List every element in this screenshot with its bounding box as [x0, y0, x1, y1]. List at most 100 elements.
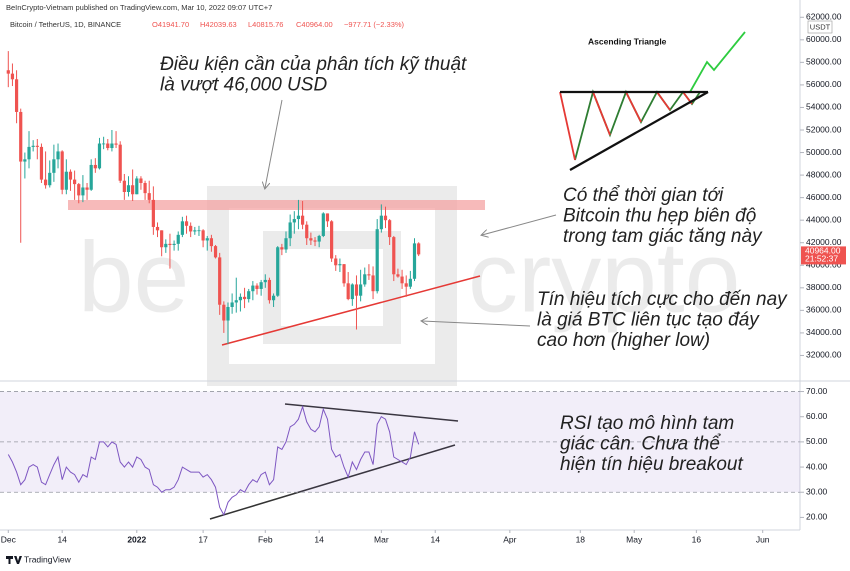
- candle-body: [334, 258, 338, 266]
- diagram-breakout: [689, 31, 746, 93]
- candle-body: [64, 171, 68, 190]
- candle-body: [160, 230, 164, 248]
- candle-body: [313, 240, 317, 242]
- ohlc-high: H42039.63: [200, 20, 237, 29]
- candle-body: [396, 274, 400, 277]
- y-tick-label: 52000.00: [806, 124, 842, 134]
- y-tick-label: 32000.00: [806, 350, 842, 360]
- candle-body: [189, 225, 193, 232]
- annotation: giác cân. Chưa thể: [560, 434, 721, 455]
- symbol: Bitcoin / TetherUS, 1D, BINANCE: [10, 20, 121, 29]
- candle-body: [230, 302, 234, 307]
- candle-body: [180, 221, 184, 235]
- candle-body: [367, 274, 371, 276]
- candle-body: [48, 172, 52, 186]
- y-tick-label: 30.00: [806, 486, 828, 496]
- y-tick-label: 36000.00: [806, 305, 842, 315]
- ohlc-low: L40815.76: [248, 20, 283, 29]
- candle-body: [14, 79, 19, 112]
- x-tick-label: 14: [430, 534, 440, 544]
- ohlc-close: C40964.00: [296, 20, 333, 29]
- y-tick-label: 20.00: [806, 512, 828, 522]
- candle-body: [408, 278, 412, 287]
- y-tick-label: 70.00: [806, 386, 828, 396]
- candle-body: [73, 179, 77, 185]
- candle-body: [276, 247, 280, 296]
- candle-body: [213, 246, 218, 258]
- x-tick-label: 16: [692, 534, 702, 544]
- candle-body: [412, 243, 417, 279]
- x-tick-label: 17: [198, 534, 208, 544]
- candle-body: [321, 213, 325, 236]
- x-tick-label: 14: [57, 534, 67, 544]
- last-price-label: 40964.00: [805, 246, 841, 256]
- candle-body: [309, 238, 313, 241]
- candle-body: [114, 143, 118, 145]
- y-tick-label: 44000.00: [806, 214, 842, 224]
- y-tick-label: 40000.00: [806, 260, 842, 270]
- watermark-logo: [207, 186, 457, 386]
- arrow: [482, 214, 557, 235]
- candle-body: [143, 182, 147, 194]
- candle-body: [131, 185, 135, 195]
- resistance-zone: [68, 200, 485, 210]
- candle-body: [176, 234, 180, 244]
- candle-body: [284, 238, 288, 250]
- watermark-text: be: [78, 221, 189, 333]
- y-tick-label: 50000.00: [806, 147, 842, 157]
- y-tick-label: 58000.00: [806, 57, 842, 67]
- candle-body: [77, 184, 81, 196]
- candle-body: [400, 276, 404, 284]
- candle-body: [39, 146, 44, 180]
- candle-body: [35, 145, 39, 147]
- candle-body: [205, 238, 209, 241]
- candle-body: [106, 143, 110, 149]
- ohlc-open: O41941.70: [152, 20, 189, 29]
- annotation: là giá BTC liên tục tạo đáy: [537, 310, 760, 331]
- x-tick-label: Dec: [1, 534, 17, 544]
- watermark-text: crypto: [468, 221, 740, 333]
- candle-body: [280, 247, 284, 250]
- candle-body: [168, 243, 172, 245]
- annotation: Bitcoin thu hẹp biên độ: [563, 206, 756, 227]
- annotation: Có thể thời gian tới: [563, 185, 724, 206]
- candle-body: [267, 279, 272, 301]
- candle-body: [255, 285, 259, 289]
- diagram-support: [569, 91, 709, 171]
- candle-body: [93, 164, 97, 169]
- y-tick-label: 50.00: [806, 436, 828, 446]
- candle-body: [193, 230, 197, 232]
- candle-body: [89, 164, 93, 190]
- annotation: Điều kiện cần của phân tích kỹ thuật: [160, 54, 467, 75]
- candle-body: [271, 295, 276, 301]
- tradingview-logo: [6, 556, 22, 564]
- footer-logo: [6, 556, 22, 564]
- candle-body: [151, 199, 155, 227]
- x-tick-label: May: [626, 534, 643, 544]
- candle-body: [201, 230, 205, 241]
- candle-body: [305, 224, 309, 239]
- support-line: [221, 275, 481, 346]
- candle-body: [81, 187, 85, 196]
- candle-body: [371, 275, 375, 292]
- rsi-line: [7, 404, 420, 517]
- candle-body: [218, 257, 222, 305]
- candle-body: [234, 300, 238, 303]
- countdown: 21:52:37: [805, 254, 838, 264]
- rsi-support: [209, 444, 456, 520]
- candle-body: [292, 219, 296, 223]
- candle-body: [102, 143, 106, 145]
- candle-body: [388, 220, 392, 238]
- published-note: BeInCrypto-Vietnam published on TradingV…: [6, 3, 272, 12]
- x-tick-label: Mar: [374, 534, 389, 544]
- footer: TradingView: [24, 554, 72, 564]
- candle-body: [147, 193, 151, 200]
- y-tick-label: 34000.00: [806, 327, 842, 337]
- candle-body: [43, 179, 48, 186]
- candle-body: [10, 73, 15, 80]
- candle-body: [238, 296, 243, 301]
- annotation: hiện tín hiệu breakout: [560, 454, 743, 475]
- candle-body: [330, 221, 334, 259]
- candle-body: [31, 145, 35, 147]
